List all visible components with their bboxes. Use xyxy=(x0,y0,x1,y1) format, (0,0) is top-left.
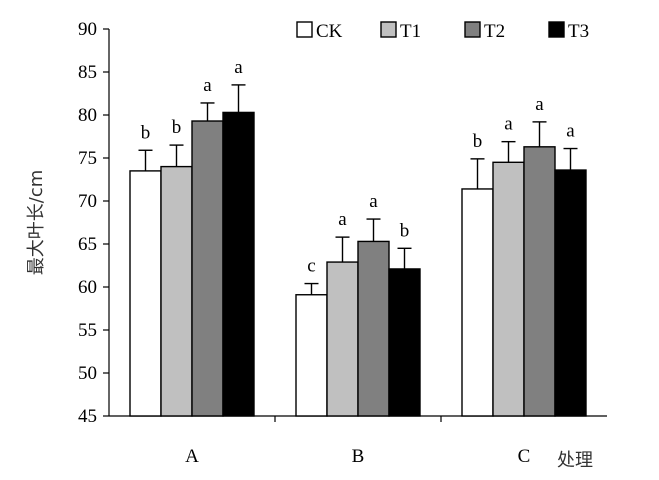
y-axis-title: 最大叶长/cm xyxy=(26,170,47,276)
bar-t3-b xyxy=(388,268,421,417)
bar-ck-c xyxy=(461,188,494,417)
y-tick-label: 65 xyxy=(78,234,97,255)
legend-label-t1: T1 xyxy=(400,21,421,42)
bar-ck-b xyxy=(295,294,328,417)
significance-label: a xyxy=(369,191,378,212)
y-tick-label: 55 xyxy=(78,320,97,341)
y-tick-label: 75 xyxy=(78,148,97,169)
legend-swatch-t1 xyxy=(380,21,397,38)
bar-t1-c xyxy=(492,161,525,417)
legend-swatch-ck xyxy=(296,21,313,38)
significance-label: c xyxy=(307,256,315,277)
y-tick-label: 50 xyxy=(78,363,97,384)
bar-t2-c xyxy=(523,146,556,417)
significance-label: b xyxy=(400,220,410,241)
significance-label: a xyxy=(504,114,513,135)
y-tick-label: 70 xyxy=(78,191,97,212)
significance-label: a xyxy=(203,75,212,96)
y-tick-label: 85 xyxy=(78,62,97,83)
legend-label-ck: CK xyxy=(316,21,343,42)
significance-label: a xyxy=(234,57,243,78)
legend-swatch-t3 xyxy=(548,21,565,38)
bar-t3-a xyxy=(222,111,255,417)
x-axis: A B C xyxy=(109,415,607,467)
bar-t1-b xyxy=(326,261,359,417)
bar-t3-c xyxy=(554,169,587,417)
y-tick-label: 60 xyxy=(78,277,97,298)
y-axis-title-group: 最大叶长/cm xyxy=(26,170,47,276)
legend: CK T1 T2 T3 xyxy=(296,21,589,42)
bar-t1-a xyxy=(160,165,193,417)
significance-label: b xyxy=(141,122,151,143)
y-tick-label: 45 xyxy=(78,406,97,427)
x-axis-title: 处理 xyxy=(557,450,593,471)
significance-label: a xyxy=(535,94,544,115)
significance-label: b xyxy=(172,117,182,138)
significance-label: b xyxy=(473,131,483,152)
legend-label-t3: T3 xyxy=(568,21,589,42)
y-axis: 45 50 55 60 65 70 75 80 85 90 xyxy=(78,19,110,427)
bar-t2-a xyxy=(191,120,224,417)
x-tick-label: B xyxy=(352,446,365,467)
y-tick-label: 90 xyxy=(78,19,97,40)
legend-swatch-t2 xyxy=(464,21,481,38)
x-tick-label: A xyxy=(185,446,199,467)
significance-label: a xyxy=(338,209,347,230)
significance-label: a xyxy=(566,121,575,142)
x-tick-label: C xyxy=(518,446,531,467)
bar-t2-b xyxy=(357,240,390,417)
legend-label-t2: T2 xyxy=(484,21,505,42)
y-tick-label: 80 xyxy=(78,105,97,126)
bar-ck-a xyxy=(129,170,162,417)
